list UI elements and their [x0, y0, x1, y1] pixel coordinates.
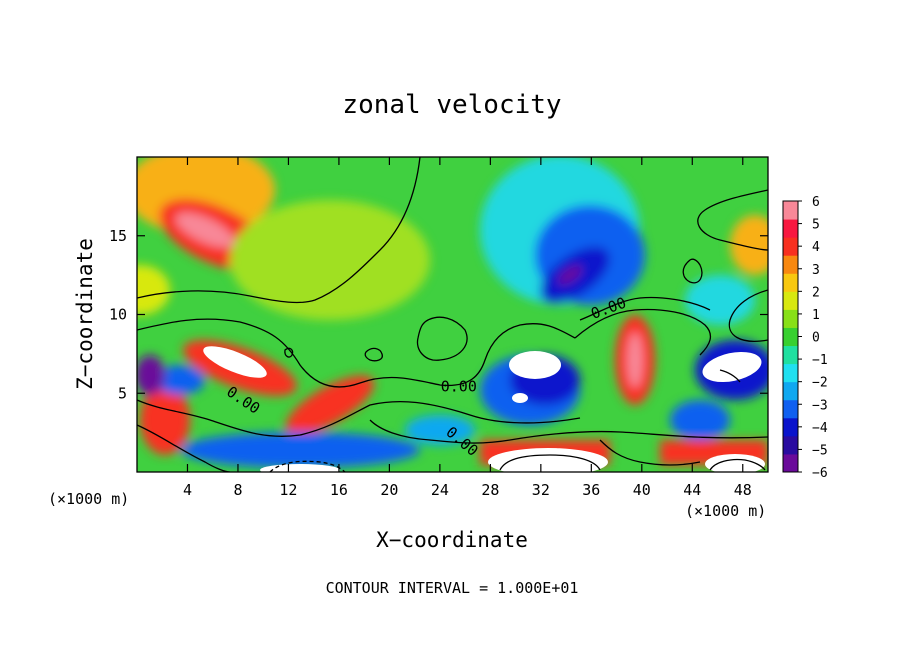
colorbar-swatch [783, 345, 798, 365]
field-blob [670, 400, 730, 440]
y-tick-label: 15 [109, 227, 127, 245]
zero-contour [284, 347, 294, 358]
zero-contour [728, 289, 768, 342]
x-unit-label-right: (×1000 m) [685, 502, 766, 520]
colorbar-tick-label: −6 [812, 466, 828, 481]
y-tick-label: 10 [109, 306, 127, 324]
colorbar-swatch [783, 291, 798, 310]
colorbar-tick-label: −2 [812, 376, 828, 391]
colorbar-tick-label: −3 [812, 398, 828, 413]
field-blob [180, 432, 420, 468]
x-axis: 4 8 12 16 20 24 28 32 36 40 44 48 [183, 157, 752, 499]
contour-interval-note: CONTOUR INTERVAL = 1.000E+01 [326, 579, 579, 597]
field-blob [137, 265, 170, 315]
colorbar-tick-label: 3 [812, 263, 820, 278]
contour-line [709, 458, 766, 471]
saturation-patch [705, 454, 765, 472]
x-tick-label: 44 [683, 481, 701, 499]
field-blob [175, 212, 235, 248]
zero-contour [364, 347, 383, 362]
colorbar-swatch [783, 219, 798, 238]
saturation-patch [509, 351, 561, 379]
saturation-patches [203, 346, 765, 472]
colorbar-swatch [783, 309, 798, 328]
colorbar-tick-label: 0 [812, 331, 820, 346]
colorbar-tick-label: −4 [812, 421, 828, 436]
field-blob [627, 332, 643, 388]
field-blob [405, 415, 475, 445]
colorbar-swatch [783, 417, 798, 437]
field-blob [685, 275, 755, 325]
x-tick-label: 32 [532, 481, 550, 499]
colorbar-swatch [783, 381, 798, 401]
zero-contour [579, 296, 711, 321]
zero-contour [682, 258, 703, 284]
colorbar-tick-label: 2 [812, 285, 820, 300]
zero-contour [137, 157, 421, 304]
colorbar-tick-label: 4 [812, 240, 820, 255]
colorbar-tick-label: 1 [812, 308, 820, 323]
colorbar-swatch [783, 273, 798, 292]
colorbar-swatch [783, 255, 798, 274]
x-tick-label: 36 [582, 481, 600, 499]
colorbar-swatch [783, 327, 798, 347]
colorbar: 6 5 4 3 2 1 0 −1 −2 −3 −4 −5 −6 [782, 195, 828, 481]
zero-contour [599, 439, 701, 466]
field-blob [730, 215, 768, 275]
velocity-field [137, 157, 768, 468]
x-unit-label-left: (×1000 m) [48, 490, 129, 508]
field-blob [137, 355, 165, 395]
x-tick-label: 28 [481, 481, 499, 499]
colorbar-swatch [783, 435, 798, 455]
field-blob [285, 375, 375, 435]
zero-contour [137, 399, 581, 437]
saturation-patch [512, 393, 528, 403]
zero-contour [137, 424, 231, 472]
field-blob [140, 385, 190, 455]
saturation-patch [203, 346, 267, 378]
contour-label: 0.00 [441, 378, 477, 396]
colorbar-tick-label: −1 [812, 353, 828, 368]
zero-contour [137, 318, 576, 388]
contour-lines [137, 157, 768, 472]
zero-contour [574, 308, 712, 356]
y-axis: 5 10 15 [109, 227, 768, 402]
colorbar-swatch [783, 237, 798, 256]
y-tick-label: 5 [118, 384, 127, 402]
colorbar-tick-label: 6 [812, 195, 820, 210]
saturation-patch [260, 464, 340, 472]
chart-title: zonal velocity [342, 90, 561, 120]
field-blob [230, 200, 430, 320]
contour-line [719, 369, 741, 383]
x-axis-label: X−coordinate [376, 528, 528, 552]
colorbar-swatch [783, 399, 798, 419]
x-tick-label: 4 [183, 481, 192, 499]
y-axis-label: Z−coordinate [73, 238, 97, 390]
x-tick-label: 20 [380, 481, 398, 499]
plot-area: 0.00 0.000.000.00 [137, 157, 768, 472]
zero-contour [369, 419, 768, 444]
colorbar-swatch [783, 201, 798, 220]
field-blob [155, 365, 205, 395]
colorbar-tick-label: 5 [812, 218, 820, 233]
x-tick-label: 12 [279, 481, 297, 499]
contour-line [269, 460, 346, 472]
saturation-patch [702, 351, 762, 383]
zero-contour [416, 316, 468, 361]
x-tick-label: 40 [633, 481, 651, 499]
zero-contour [697, 189, 768, 251]
contour-line [499, 454, 601, 471]
x-tick-label: 16 [330, 481, 348, 499]
colorbar-swatch [783, 453, 798, 473]
x-tick-label: 48 [734, 481, 752, 499]
colorbar-swatch [783, 363, 798, 383]
colorbar-tick-label: −5 [812, 443, 828, 458]
field-blob [558, 265, 582, 285]
saturation-patch [488, 448, 608, 472]
x-tick-label: 8 [233, 481, 242, 499]
x-tick-label: 24 [431, 481, 449, 499]
